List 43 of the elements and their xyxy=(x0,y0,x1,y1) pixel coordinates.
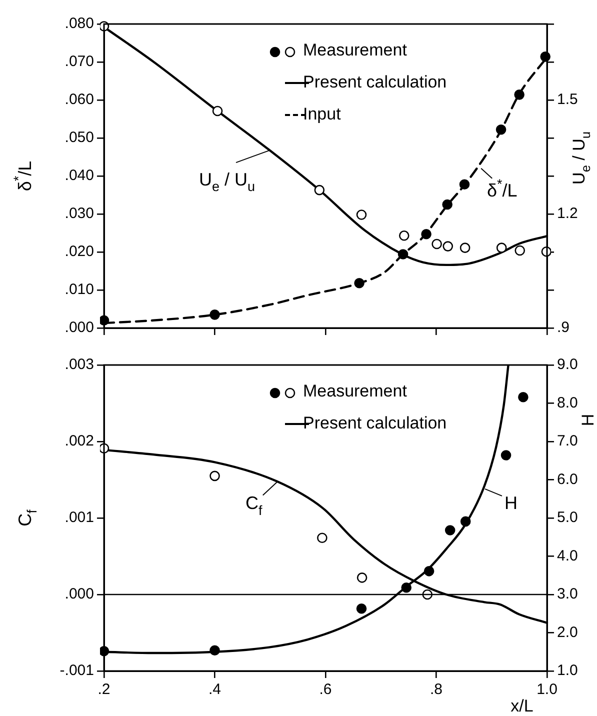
y2-tick-label: 9.0 xyxy=(557,356,578,374)
y2-axis-title: H xyxy=(578,414,597,426)
y2-tick-label: 6.0 xyxy=(557,470,578,488)
x-axis-title: x/L xyxy=(510,696,534,716)
y2-tick-label: 1.0 xyxy=(557,662,578,680)
legend-label: Present calculation xyxy=(303,414,447,433)
y-tick-label: .000 xyxy=(64,586,94,603)
y-tick-label: .080 xyxy=(64,15,94,32)
annotation: H xyxy=(504,492,518,513)
y-tick-label: .010 xyxy=(64,281,94,298)
y2-tick-label: 5.0 xyxy=(557,509,578,526)
y-tick-label: .070 xyxy=(64,53,94,70)
y2-tick-label: 4.0 xyxy=(557,547,578,564)
legend-label: Measurement xyxy=(303,40,408,60)
annotation: δ*/L xyxy=(486,176,518,200)
y2-tick-label: 3.0 xyxy=(557,586,578,603)
y-tick-label: .002 xyxy=(64,432,94,450)
y2-tick-label: 2.0 xyxy=(557,624,578,641)
y-tick-label: -.001 xyxy=(60,662,94,680)
x-tick-label: .6 xyxy=(319,681,332,698)
legend-label: Input xyxy=(303,104,342,124)
y2-tick-label: 7.0 xyxy=(557,432,578,450)
x-tick-label: .2 xyxy=(98,681,110,698)
y2-axis-title: Ue / Uu xyxy=(570,132,593,184)
y2-tick-label: 1.2 xyxy=(557,205,578,222)
y-axis-title: Cf xyxy=(14,509,40,526)
y2-tick-label: 1.5 xyxy=(557,91,578,108)
y-tick-label: .020 xyxy=(64,243,94,260)
legend-label: Present calculation xyxy=(303,72,447,92)
y-tick-label: .003 xyxy=(64,356,94,374)
x-tick-label: 1.0 xyxy=(536,681,558,698)
y2-tick-label: .9 xyxy=(557,319,570,336)
y-tick-label: .000 xyxy=(64,319,94,336)
y-axis-title: δ*/L xyxy=(10,160,35,192)
y-tick-label: .040 xyxy=(64,167,94,184)
x-tick-label: .8 xyxy=(430,681,443,698)
y-tick-label: .001 xyxy=(64,509,94,526)
y-tick-label: .030 xyxy=(64,205,94,222)
y-tick-label: .060 xyxy=(64,91,94,108)
x-tick-label: .4 xyxy=(208,681,222,698)
legend-label: Measurement xyxy=(303,382,408,401)
y2-tick-label: 8.0 xyxy=(557,394,578,412)
y-tick-label: .050 xyxy=(64,129,94,146)
